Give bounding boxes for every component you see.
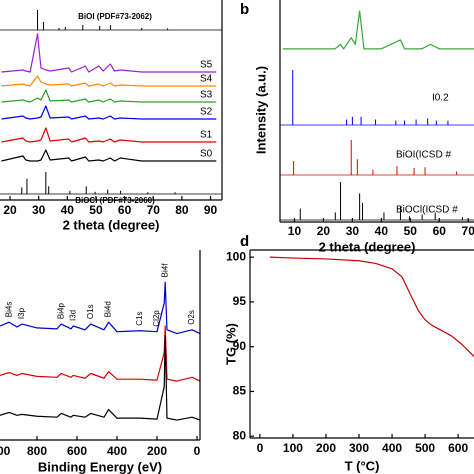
series-line (1, 89, 217, 103)
panel-label: b (240, 1, 249, 18)
x-tick-label: 40 (375, 224, 389, 238)
x-tick-label: 0 (257, 441, 264, 455)
series-label: S1 (200, 130, 213, 141)
peak-label: Bi4s (4, 302, 13, 318)
y-tick-label: 90 (233, 339, 247, 353)
peak-label: I3d (68, 310, 77, 321)
x-tick-label: 60 (433, 224, 447, 238)
series-line (269, 256, 474, 357)
x-tick-label: 500 (415, 441, 435, 455)
series-label: S0 (200, 149, 213, 160)
peak-label: Cl2p (152, 310, 161, 327)
plot-area (269, 256, 474, 357)
series-line (282, 10, 474, 50)
series-line (0, 281, 200, 335)
series-label: S5 (200, 60, 213, 71)
x-axis-title: 2 theta (degree) (63, 217, 160, 232)
x-tick-label: 100 (283, 441, 303, 455)
series-line (1, 33, 217, 73)
x-tick-label: 300 (349, 441, 369, 455)
peak-label: Bi4f (160, 263, 169, 278)
x-axis-title: T (°C) (345, 458, 380, 473)
peak-label: Bi4d (104, 301, 113, 317)
plot-area (0, 10, 222, 195)
series-line (1, 127, 217, 143)
peak-label: Bi4p (56, 303, 65, 320)
y-axis-title: TG (%) (223, 323, 238, 365)
peak-label: I3p (17, 307, 26, 319)
reference-label: BiOCl(ICSD # (396, 205, 458, 216)
x-tick-label: 200 (147, 444, 167, 458)
panel-label: d (240, 233, 249, 250)
x-tick-label: 20 (317, 224, 331, 238)
series-line (0, 325, 200, 382)
x-tick-label: 400 (107, 444, 127, 458)
plot-area (0, 281, 200, 421)
x-tick-label: 70 (462, 224, 474, 238)
x-tick-label: 30 (32, 203, 46, 217)
x-tick-label: 40 (61, 203, 75, 217)
y-axis-title: Intensity (a.u.) (253, 66, 268, 154)
x-tick-label: 50 (89, 203, 103, 217)
x-tick-label: 10 (288, 224, 302, 238)
reference-label: BiOI (PDF#73-2062) (78, 12, 152, 21)
y-tick-label: 95 (233, 294, 247, 308)
x-tick-label: 60 (118, 203, 132, 217)
plot-area (280, 10, 474, 221)
series-line (1, 105, 217, 120)
x-tick-label: 50 (404, 224, 418, 238)
x-axis-title: Binding Energy (eV) (38, 459, 162, 474)
x-tick-label: 80 (175, 203, 189, 217)
x-tick-label: 20 (3, 203, 17, 217)
series-line (1, 149, 217, 162)
x-tick-label: 600 (448, 441, 468, 455)
reference-label: BiOI(ICSD # (396, 150, 451, 161)
peak-label: O2s (187, 310, 196, 325)
series-label: S3 (200, 90, 213, 101)
x-tick-label: 0 (194, 444, 201, 458)
series-line (0, 334, 200, 421)
y-tick-label: 80 (233, 428, 247, 442)
y-tick-label: 100 (226, 249, 246, 263)
x-axis-title: 2 theta (degree) (319, 239, 416, 254)
x-tick-label: 600 (67, 444, 87, 458)
x-tick-label: 30 (346, 224, 360, 238)
peak-label: O1s (86, 304, 95, 319)
reference-label: BiOCl (PDF#73-2060) (75, 196, 155, 205)
x-tick-label: 1000 (0, 444, 11, 458)
x-tick-label: 400 (382, 441, 402, 455)
x-tick-label: 90 (204, 203, 218, 217)
reference-label: I0.2 (432, 93, 449, 104)
x-tick-label: 70 (147, 203, 161, 217)
peak-label: C1s (135, 312, 144, 326)
series-line (1, 75, 217, 87)
x-tick-label: 800 (27, 444, 47, 458)
series-label: S2 (200, 107, 213, 118)
series-label: S4 (200, 74, 213, 85)
y-tick-label: 85 (233, 384, 247, 398)
x-tick-label: 200 (316, 441, 336, 455)
